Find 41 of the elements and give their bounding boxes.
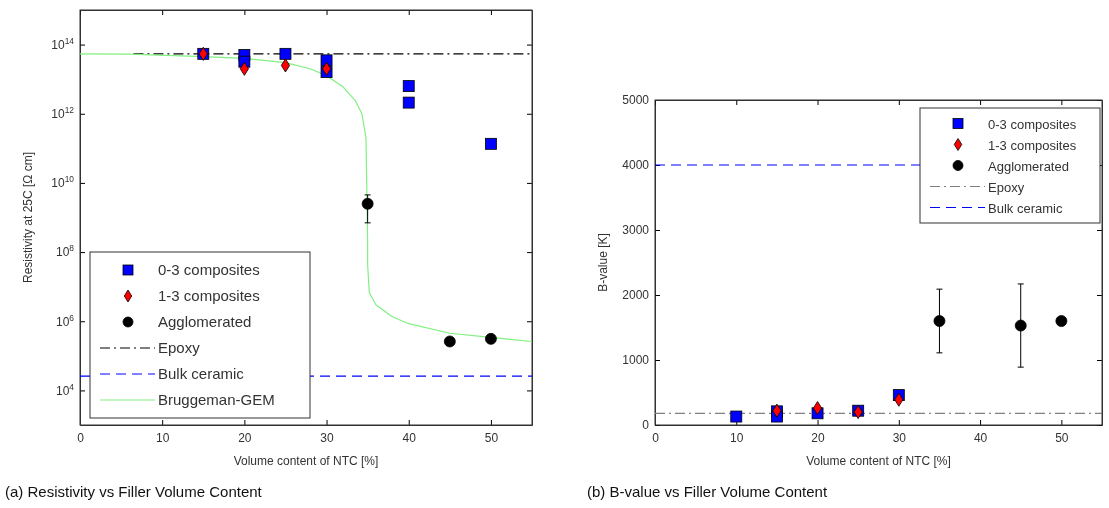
text: (b) B-value vs Filler Volume Content [587, 483, 828, 500]
y-tick-label: 2000 [622, 288, 650, 303]
y-tick-label: 10$^{8}$ [55, 243, 75, 260]
legend-label: Agglomerated [988, 158, 1069, 174]
legend-label: 1-3 composites [158, 287, 260, 304]
y-tick-label: 5000 [622, 93, 650, 108]
x-tick-label: 0 [77, 430, 85, 445]
y-tick-label: 1000 [622, 353, 650, 368]
x-tick-label: 40 [973, 430, 988, 445]
x-tick-label: 0 [652, 430, 660, 445]
x-tick-label: 30 [320, 430, 335, 445]
x-tick-label: 50 [484, 430, 499, 445]
legend-label: 0-3 composites [158, 261, 260, 278]
legend-label: 0-3 composites [988, 116, 1077, 132]
y-tick-label: 3000 [622, 223, 650, 238]
legend-label: 1-3 composites [988, 137, 1077, 153]
y-tick-label: 4000 [622, 158, 650, 173]
x-tick-label: 40 [402, 430, 417, 445]
legend-label: Bulk ceramic [988, 200, 1063, 216]
x-tick-label: 20 [238, 430, 252, 445]
x-tick-label: 10 [730, 430, 744, 445]
legend-label: Bruggeman-GEM [158, 391, 275, 408]
y-tick-label: 10$^{12}$ [51, 105, 75, 122]
legend-label: Epoxy [988, 179, 1025, 195]
legend-label: Bulk ceramic [158, 365, 245, 382]
y-tick-label: 10$^{10}$ [51, 174, 75, 191]
x-tick-label: 50 [1055, 430, 1069, 445]
legend-label: Epoxy [158, 339, 201, 356]
y-tick-label: 10$^{14}$ [51, 35, 75, 52]
y-tick-label: 10$^{4}$ [55, 381, 75, 398]
x-tick-label: 10 [156, 430, 170, 445]
x-axis-title: Volume content of NTC [%] [806, 454, 951, 468]
legend-label: Agglomerated [158, 313, 252, 330]
y-tick-label: 10$^{6}$ [55, 312, 75, 329]
x-tick-label: 30 [892, 430, 907, 445]
y-axis-title: B-value [K] [596, 233, 610, 292]
text: (a) Resistivity vs Filler Volume Content [5, 483, 263, 500]
x-tick-label: 20 [811, 430, 826, 445]
y-tick-label: 0 [642, 418, 650, 433]
x-axis-title: Volume content of NTC [%] [233, 454, 379, 468]
y-axis-title: Resistivity at 25C [Ω cm] [21, 152, 35, 283]
